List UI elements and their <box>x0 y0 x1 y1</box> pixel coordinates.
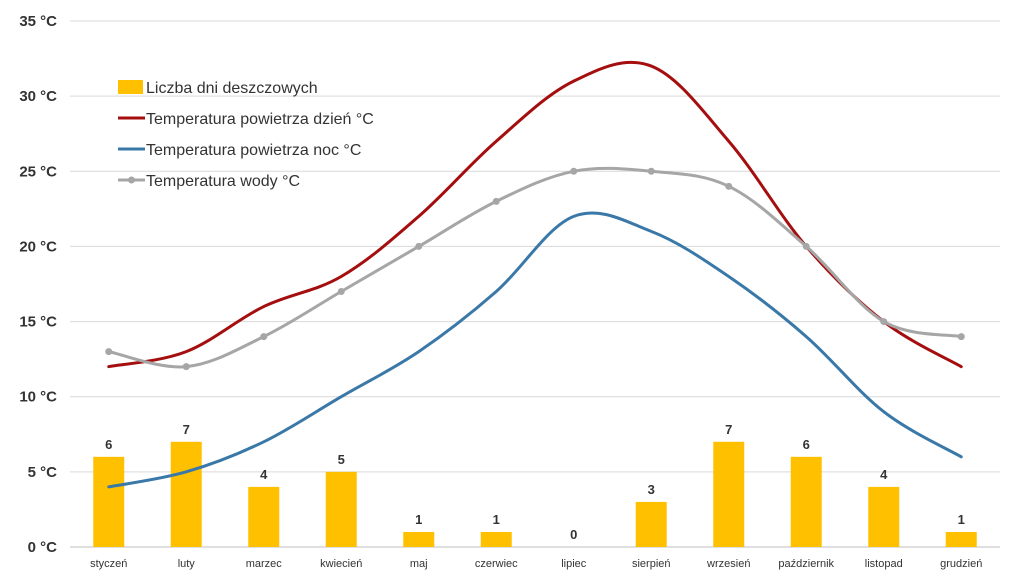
x-tick-label: kwiecień <box>320 558 362 570</box>
series-point <box>105 348 113 356</box>
series-point <box>957 333 965 341</box>
bar <box>790 456 822 547</box>
series-point <box>570 167 578 175</box>
bar <box>248 486 280 547</box>
x-tick-label: marzec <box>246 558 283 570</box>
y-tick-label: 15 °C <box>19 314 57 331</box>
x-tick-label: wrzesień <box>706 558 750 570</box>
bar-data-label: 6 <box>105 437 112 452</box>
bars: 6 7 4 5 1 1 0 3 7 6 4 1 <box>93 422 977 547</box>
x-tick-label: lipiec <box>561 558 587 570</box>
x-tick-label: grudzień <box>940 558 982 570</box>
y-axis: 0 °C 5 °C 10 °C 15 °C 20 °C 25 °C 30 °C 35 °C <box>19 13 57 556</box>
series-point <box>802 242 810 250</box>
series-line <box>107 211 963 489</box>
x-axis: styczeń luty marzec kwiecień maj czerwiec lipi… <box>90 558 982 570</box>
y-tick-label: 20 °C <box>19 238 57 255</box>
bar-data-label: 4 <box>260 467 268 482</box>
bar-data-label: 5 <box>338 452 345 467</box>
bar <box>93 456 125 547</box>
series-point <box>415 242 423 250</box>
y-tick-label: 5 °C <box>28 464 58 481</box>
bar-data-label: 1 <box>493 512 500 527</box>
bar-data-label: 7 <box>183 422 190 437</box>
legend: Liczba dni deszczowych Temperatura powiet… <box>118 80 374 190</box>
x-tick-label: maj <box>410 558 428 570</box>
y-tick-label: 10 °C <box>19 389 57 406</box>
x-tick-label: sierpień <box>632 558 671 570</box>
x-tick-label: styczeń <box>90 558 127 570</box>
bar <box>170 441 202 547</box>
x-tick-label: październik <box>778 558 834 570</box>
y-tick-label: 25 °C <box>19 163 57 180</box>
bar-data-label: 7 <box>725 422 732 437</box>
series-point <box>492 197 500 205</box>
bar <box>325 471 357 547</box>
x-tick-label: czerwiec <box>475 558 518 570</box>
gridlines <box>70 20 1000 548</box>
series-point <box>725 182 733 190</box>
bar <box>480 531 512 547</box>
bar-data-label: 3 <box>648 482 655 497</box>
bar-data-label: 4 <box>880 467 888 482</box>
x-tick-label: luty <box>178 558 196 570</box>
legend-label: Temperatura wody °C <box>146 173 300 190</box>
legend-label: Liczba dni deszczowych <box>146 80 318 97</box>
bar <box>635 501 667 547</box>
legend-marker <box>128 176 135 184</box>
series-point <box>182 363 190 371</box>
series-line <box>107 60 963 369</box>
x-tick-label: listopad <box>865 558 903 570</box>
legend-label: Temperatura powietrza noc °C <box>146 142 361 159</box>
bar <box>868 486 900 547</box>
series-point <box>647 167 655 175</box>
bar-data-label: 6 <box>803 437 810 452</box>
series-point <box>260 333 268 341</box>
bar <box>713 441 745 547</box>
series-point <box>337 288 345 296</box>
bar-data-label: 0 <box>570 527 577 542</box>
legend-swatch <box>118 80 143 94</box>
y-tick-label: 30 °C <box>19 88 57 105</box>
series-line <box>107 166 963 369</box>
lines <box>105 60 965 489</box>
series-point <box>880 318 888 326</box>
bar <box>403 531 435 547</box>
legend-label: Temperatura powietrza dzień °C <box>146 111 374 128</box>
y-tick-label: 0 °C <box>28 539 58 556</box>
y-tick-label: 35 °C <box>19 13 57 30</box>
bar-data-label: 1 <box>958 512 965 527</box>
bar <box>945 531 977 547</box>
bar-data-label: 1 <box>415 512 422 527</box>
